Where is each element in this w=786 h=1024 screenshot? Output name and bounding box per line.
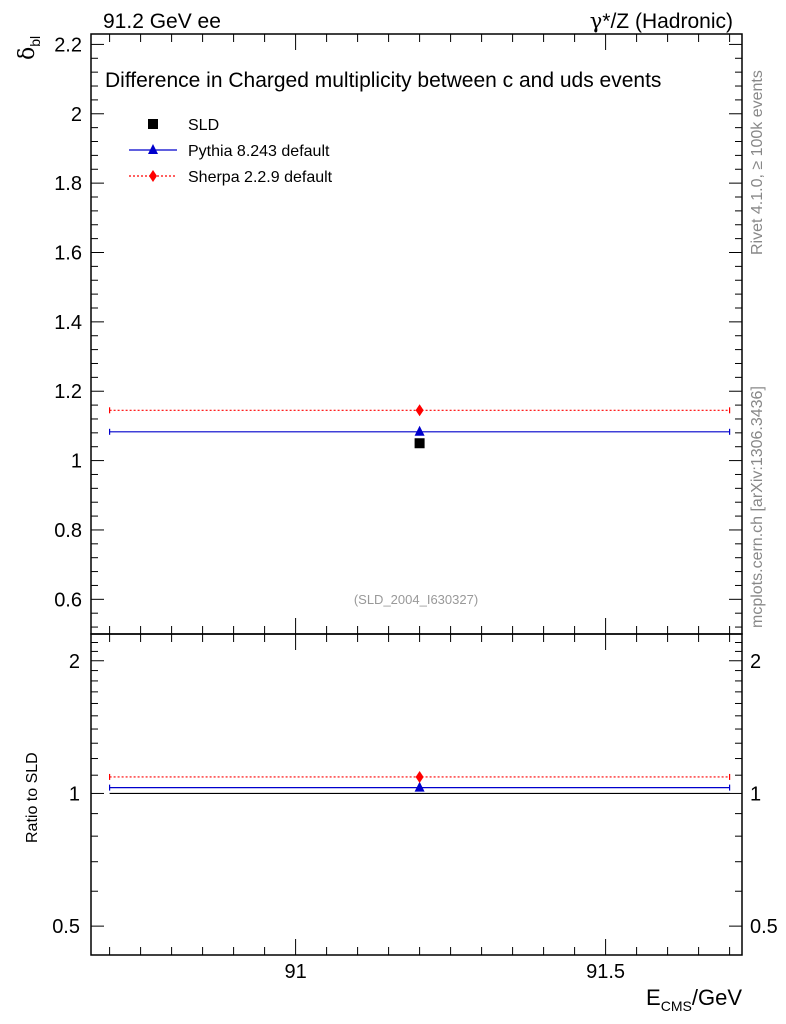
ratio-y-tick-label-right: 0.5 xyxy=(750,916,778,938)
pythia-ratio-marker xyxy=(414,781,425,792)
x-tick-labels: 91 91.5 xyxy=(284,961,625,983)
main-y-tick-label: 1.2 xyxy=(54,381,82,403)
main-y-ticks: 0.6 0.8 1 1.2 1.4 1.6 1.8 2 2.2 xyxy=(54,34,742,628)
main-y-tick-label: 0.6 xyxy=(54,589,82,611)
ratio-series-layer xyxy=(108,770,731,795)
main-y-axis-label: δbl xyxy=(15,36,43,60)
legend: SLD Pythia 8.243 default Sherpa 2.2.9 defa… xyxy=(129,117,333,186)
main-y-tick-label: 0.8 xyxy=(54,520,82,542)
x-tick-label: 91 xyxy=(284,961,306,983)
legend-pythia-marker xyxy=(148,144,158,154)
header-process-label: γ*/Z (Hadronic) xyxy=(590,9,733,33)
x-axis-label: ECMS/GeV xyxy=(646,985,742,1014)
header-beam-label: 91.2 GeV ee xyxy=(103,10,221,33)
main-panel: 0.6 0.8 1 1.2 1.4 1.6 1.8 2 2.2 Difference in Ch… xyxy=(15,33,743,635)
main-y-tick-label: 1.8 xyxy=(54,173,82,195)
sld-main-marker xyxy=(414,438,425,449)
pythia-main-marker xyxy=(414,425,425,436)
main-y-tick-label: 1 xyxy=(71,451,82,473)
chart-title: Difference in Charged multiplicity betwe… xyxy=(105,69,661,92)
header-process-symbol: γ xyxy=(590,9,603,33)
ratio-y-tick-label-right: 2 xyxy=(750,651,761,673)
ratio-y-tick-label-left: 1 xyxy=(69,783,80,805)
legend-sld-marker xyxy=(148,119,158,129)
x-tick-label: 91.5 xyxy=(586,961,625,983)
mcplots-credit-label: mcplots.cern.ch [arXiv:1306.3436] xyxy=(749,386,766,628)
ratio-y-tick-label-left: 0.5 xyxy=(52,916,80,938)
analysis-id-label: (SLD_2004_I630327) xyxy=(354,592,478,607)
ratio-x-ticks xyxy=(109,634,731,955)
rivet-version-label: Rivet 4.1.0, ≥ 100k events xyxy=(749,70,766,255)
x-axis-subscript: CMS xyxy=(661,998,692,1014)
header-process-text: */Z (Hadronic) xyxy=(602,10,733,33)
main-y-axis-subscript: bl xyxy=(27,36,43,47)
ratio-y-tick-label-right: 1 xyxy=(750,783,761,805)
sherpa-main-marker xyxy=(415,404,424,417)
main-y-tick-label: 2.2 xyxy=(54,34,82,56)
main-x-ticks xyxy=(109,34,731,634)
legend-sherpa-label: Sherpa 2.2.9 default xyxy=(188,169,333,186)
sherpa-ratio-marker xyxy=(415,770,424,783)
ratio-y-ticks: 0.5 0.5 1 1 2 2 xyxy=(52,642,778,938)
legend-sherpa-marker xyxy=(149,170,157,182)
ratio-panel: 0.5 0.5 1 1 2 2 Ratio to SLD xyxy=(24,633,778,956)
x-axis-unit: /GeV xyxy=(692,985,742,1010)
main-y-tick-label: 2 xyxy=(71,104,82,126)
main-series-layer xyxy=(108,404,731,449)
x-axis-symbol: E xyxy=(646,985,661,1010)
main-y-tick-label: 1.6 xyxy=(54,242,82,264)
legend-sld-label: SLD xyxy=(188,117,219,134)
ratio-y-tick-label-left: 2 xyxy=(69,651,80,673)
ratio-panel-frame xyxy=(90,633,743,956)
main-y-axis-symbol: δ xyxy=(15,47,40,60)
ratio-y-axis-label: Ratio to SLD xyxy=(24,752,41,843)
legend-pythia-label: Pythia 8.243 default xyxy=(188,143,330,160)
main-y-tick-label: 1.4 xyxy=(54,312,82,334)
